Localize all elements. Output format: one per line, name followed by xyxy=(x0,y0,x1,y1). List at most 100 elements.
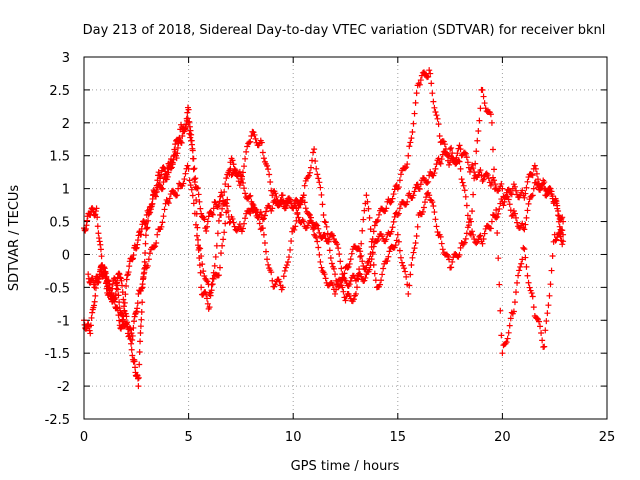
data-point xyxy=(526,284,533,291)
data-point xyxy=(432,109,439,116)
data-point xyxy=(136,348,143,355)
data-point xyxy=(131,358,138,365)
data-point xyxy=(264,162,271,169)
data-point xyxy=(419,208,426,215)
data-point xyxy=(138,316,145,323)
data-point xyxy=(432,216,439,223)
data-point xyxy=(507,207,514,214)
data-point xyxy=(462,235,469,242)
data-point xyxy=(201,273,208,280)
data-point xyxy=(552,237,559,244)
data-point xyxy=(470,191,477,198)
data-point xyxy=(482,225,489,232)
data-point xyxy=(272,190,279,197)
data-point xyxy=(334,241,341,248)
data-point xyxy=(504,335,511,342)
data-point xyxy=(519,187,526,194)
data-point xyxy=(367,226,374,233)
data-point xyxy=(229,157,236,164)
data-point xyxy=(193,232,200,239)
data-point xyxy=(247,138,254,145)
data-point xyxy=(193,197,200,204)
data-point xyxy=(133,244,140,251)
data-point xyxy=(368,238,375,245)
data-point xyxy=(211,262,218,269)
data-point xyxy=(340,288,347,295)
data-point xyxy=(280,273,287,280)
data-point xyxy=(258,139,265,146)
data-point xyxy=(171,146,178,153)
data-point xyxy=(128,330,135,337)
data-point xyxy=(539,337,546,344)
data-point xyxy=(433,112,440,119)
data-point xyxy=(410,249,417,256)
data-point xyxy=(243,148,250,155)
data-point xyxy=(130,318,137,325)
data-point xyxy=(117,325,124,332)
data-point xyxy=(431,104,438,111)
data-point xyxy=(184,109,191,116)
data-point xyxy=(439,246,446,253)
data-point xyxy=(260,215,267,222)
data-point xyxy=(383,205,390,212)
data-point xyxy=(411,110,418,117)
data-point xyxy=(425,73,432,80)
data-point xyxy=(327,254,334,261)
data-point xyxy=(480,235,487,242)
data-point xyxy=(524,178,531,185)
data-point xyxy=(412,239,419,246)
data-point xyxy=(204,300,211,307)
data-point xyxy=(514,219,521,226)
data-point xyxy=(241,185,248,192)
data-point xyxy=(354,275,361,282)
y-axis-label: SDTVAR / TECUs xyxy=(7,185,22,292)
data-point xyxy=(318,264,325,271)
data-point xyxy=(212,253,219,260)
data-point xyxy=(125,269,132,276)
data-point xyxy=(135,383,142,390)
data-point xyxy=(169,187,176,194)
y-tick-label: 2 xyxy=(62,117,70,132)
data-point xyxy=(369,235,376,242)
data-point xyxy=(495,255,502,262)
data-point xyxy=(476,233,483,240)
data-point xyxy=(519,256,526,263)
data-point xyxy=(423,194,430,201)
data-point xyxy=(316,179,323,186)
data-point xyxy=(190,200,197,207)
data-point xyxy=(457,146,464,153)
data-point xyxy=(409,129,416,136)
data-point xyxy=(421,199,428,206)
data-point xyxy=(447,146,454,153)
data-point xyxy=(344,264,351,271)
data-point xyxy=(259,149,266,156)
data-point xyxy=(420,69,427,76)
data-point xyxy=(134,237,141,244)
data-point xyxy=(364,260,371,267)
data-point xyxy=(156,181,163,188)
data-point xyxy=(256,220,263,227)
data-point xyxy=(295,204,302,211)
data-point xyxy=(233,169,240,176)
data-point xyxy=(253,206,260,213)
data-point xyxy=(286,254,293,261)
data-point xyxy=(395,210,402,217)
data-point xyxy=(98,253,105,260)
data-point xyxy=(112,294,119,301)
data-point xyxy=(120,303,127,310)
data-point xyxy=(246,208,253,215)
data-point xyxy=(385,253,392,260)
data-point xyxy=(417,77,424,84)
data-point xyxy=(508,191,515,198)
data-point xyxy=(223,200,230,207)
data-point xyxy=(357,253,364,260)
data-point xyxy=(214,230,221,237)
data-point xyxy=(403,164,410,171)
data-point xyxy=(87,322,94,329)
data-point xyxy=(489,146,496,153)
data-point xyxy=(101,269,108,276)
data-point xyxy=(122,310,129,317)
data-point xyxy=(138,285,145,292)
data-point xyxy=(246,193,253,200)
data-point xyxy=(123,320,130,327)
